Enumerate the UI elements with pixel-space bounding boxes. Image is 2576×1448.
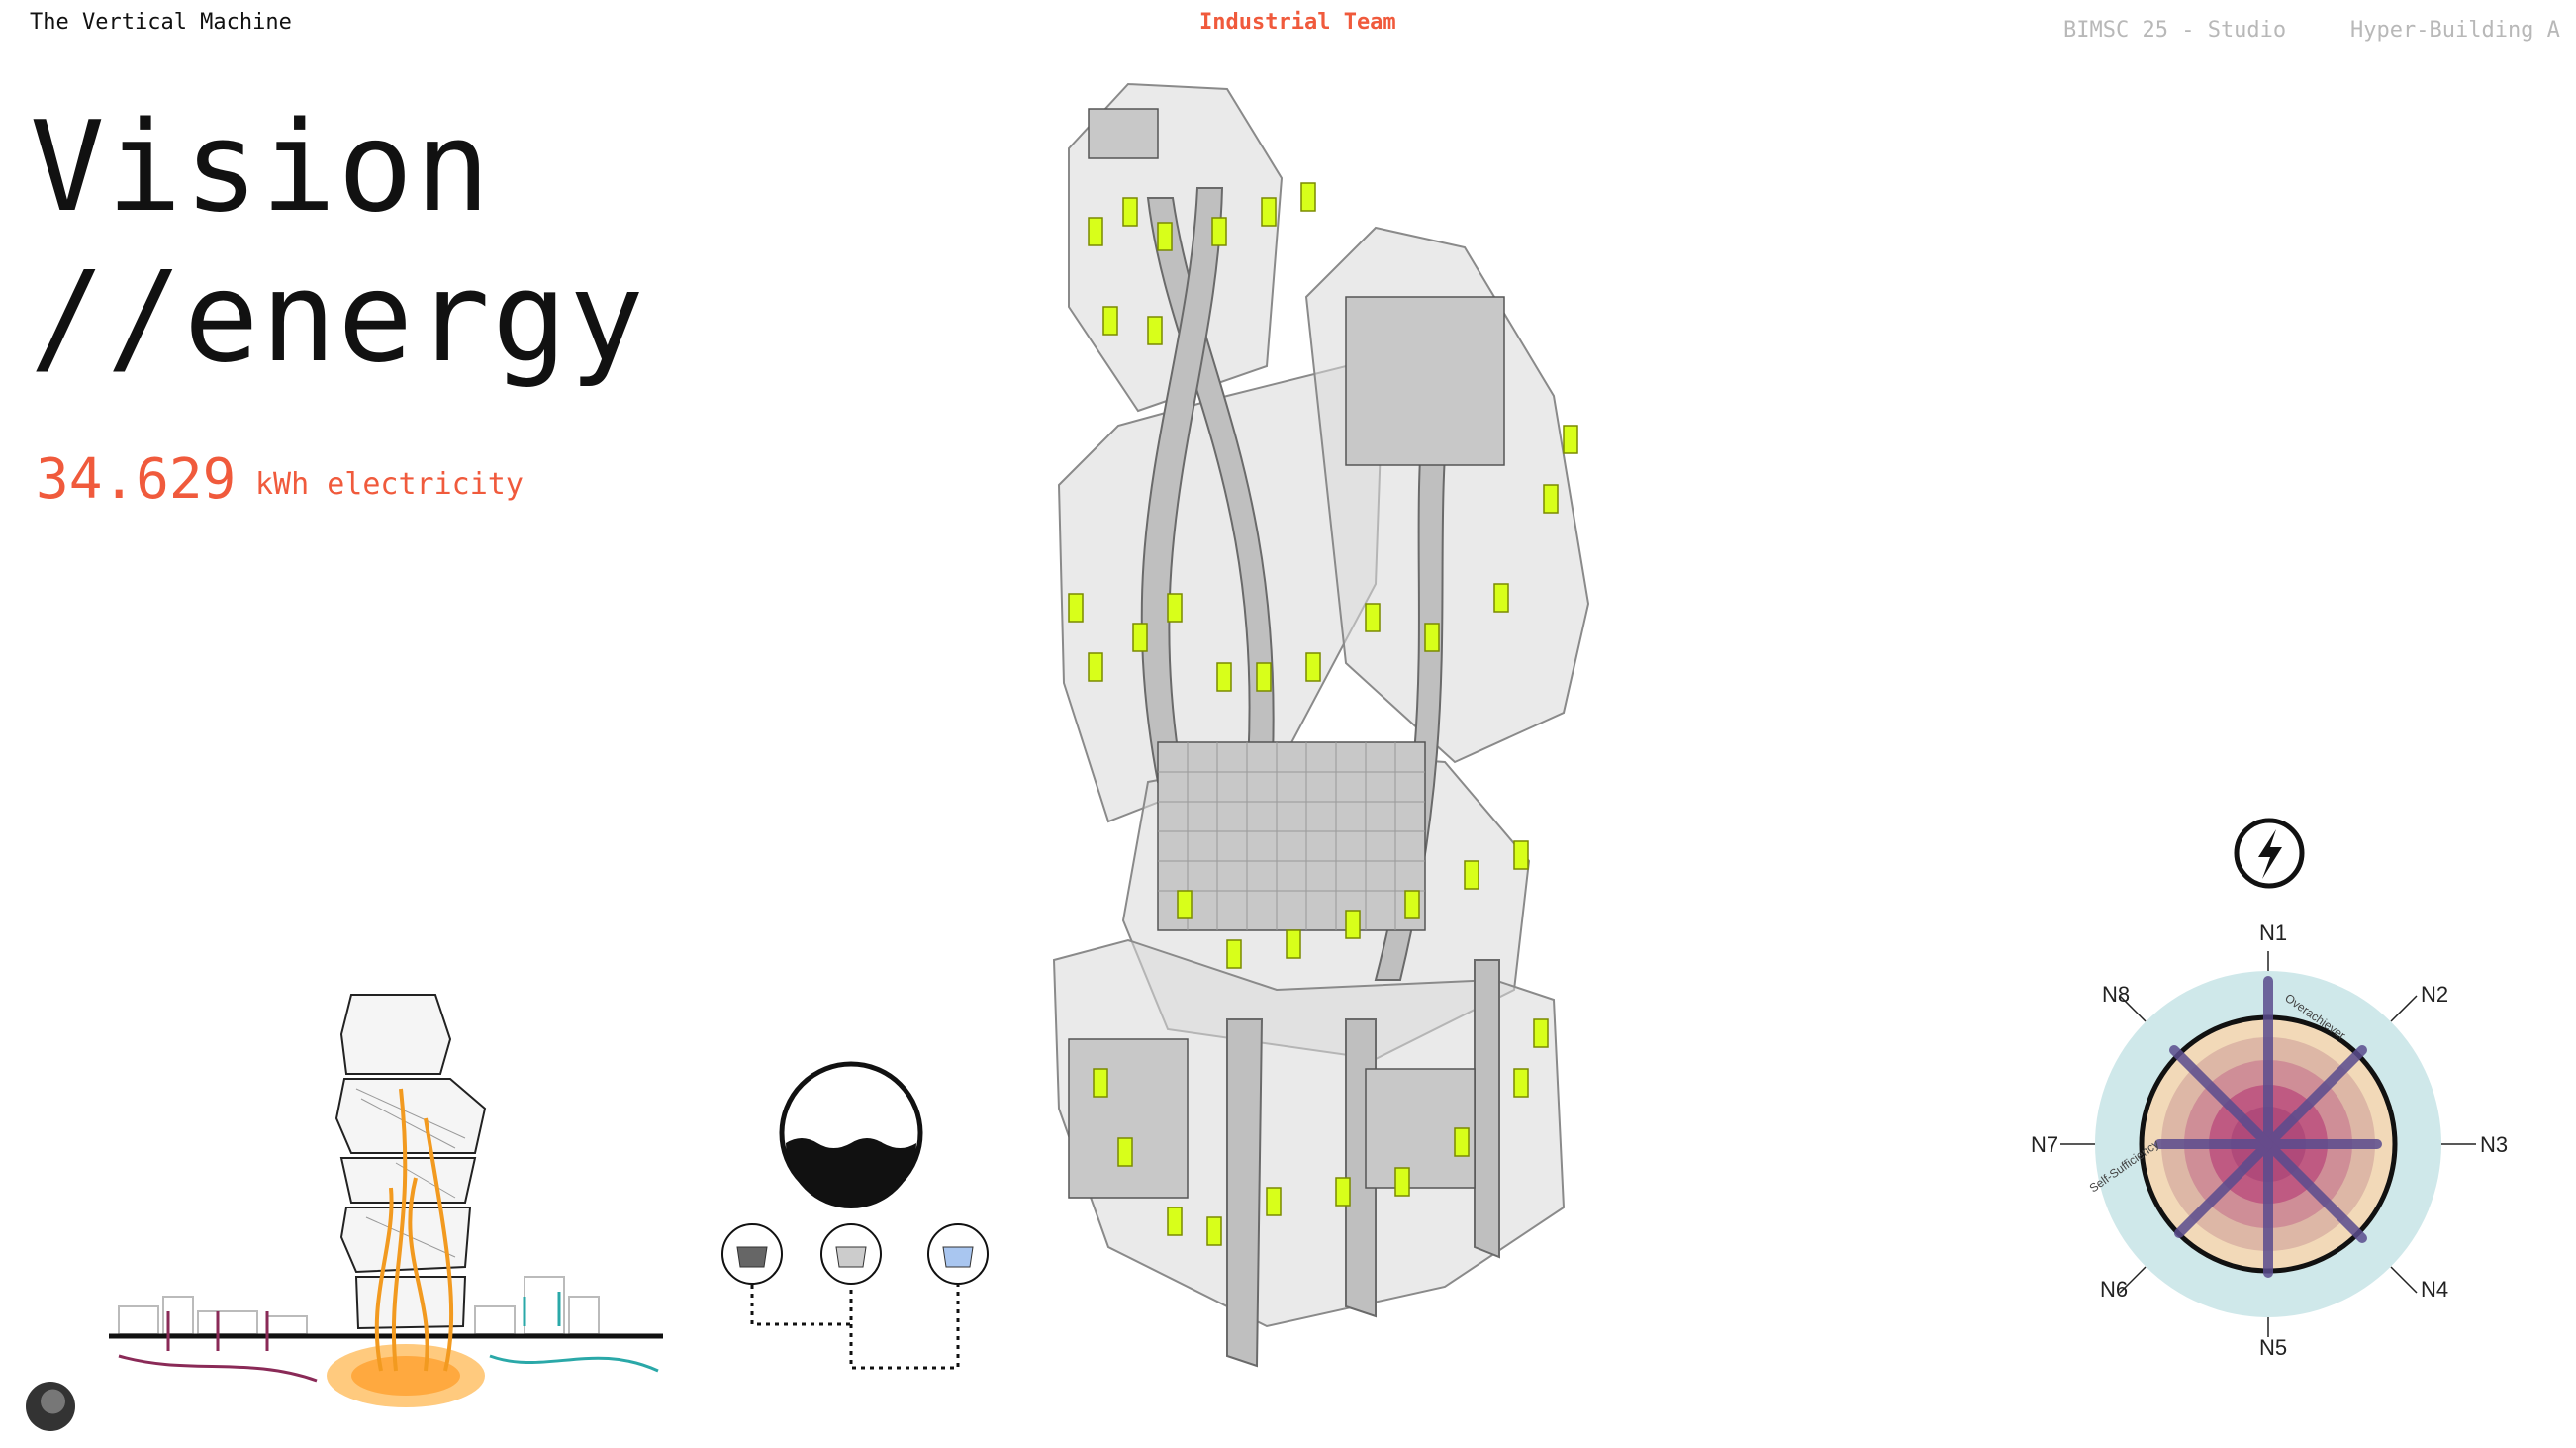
radar-label-n1: N1 xyxy=(2259,920,2287,945)
radar-label-n5: N5 xyxy=(2259,1335,2287,1360)
lightning-bolt-icon xyxy=(2234,818,2305,889)
water-tank-diagram xyxy=(721,1061,989,1370)
radar-label-n6: N6 xyxy=(2100,1277,2128,1302)
building-airflow-sketch xyxy=(109,994,663,1407)
water-tank-icon xyxy=(779,1061,923,1208)
avatar[interactable] xyxy=(26,1382,75,1431)
energy-metric-value: 34.629 xyxy=(36,447,237,512)
radar-label-n3: N3 xyxy=(2480,1132,2508,1157)
brand-title: The Vertical Machine xyxy=(30,10,292,35)
course-label: BIMSC 25 - Studio xyxy=(2063,18,2287,43)
page-title-line2: //energy xyxy=(30,244,646,390)
energy-radar-chart: N1 N2 N3 N4 N5 N6 N7 N8 Overachiever Sel… xyxy=(2031,818,2508,1360)
radar-label-n2: N2 xyxy=(2421,982,2448,1007)
energy-metric-unit: kWh electricity xyxy=(255,467,524,502)
team-label: Industrial Team xyxy=(1199,10,1396,35)
project-label: Hyper-Building A xyxy=(2350,18,2560,43)
tower-axonometric-model xyxy=(1052,82,1590,1368)
page-title-line1: Vision xyxy=(30,94,493,240)
radar-label-n4: N4 xyxy=(2421,1277,2448,1302)
radar-label-n7: N7 xyxy=(2031,1132,2058,1157)
radar-label-n8: N8 xyxy=(2102,982,2130,1007)
